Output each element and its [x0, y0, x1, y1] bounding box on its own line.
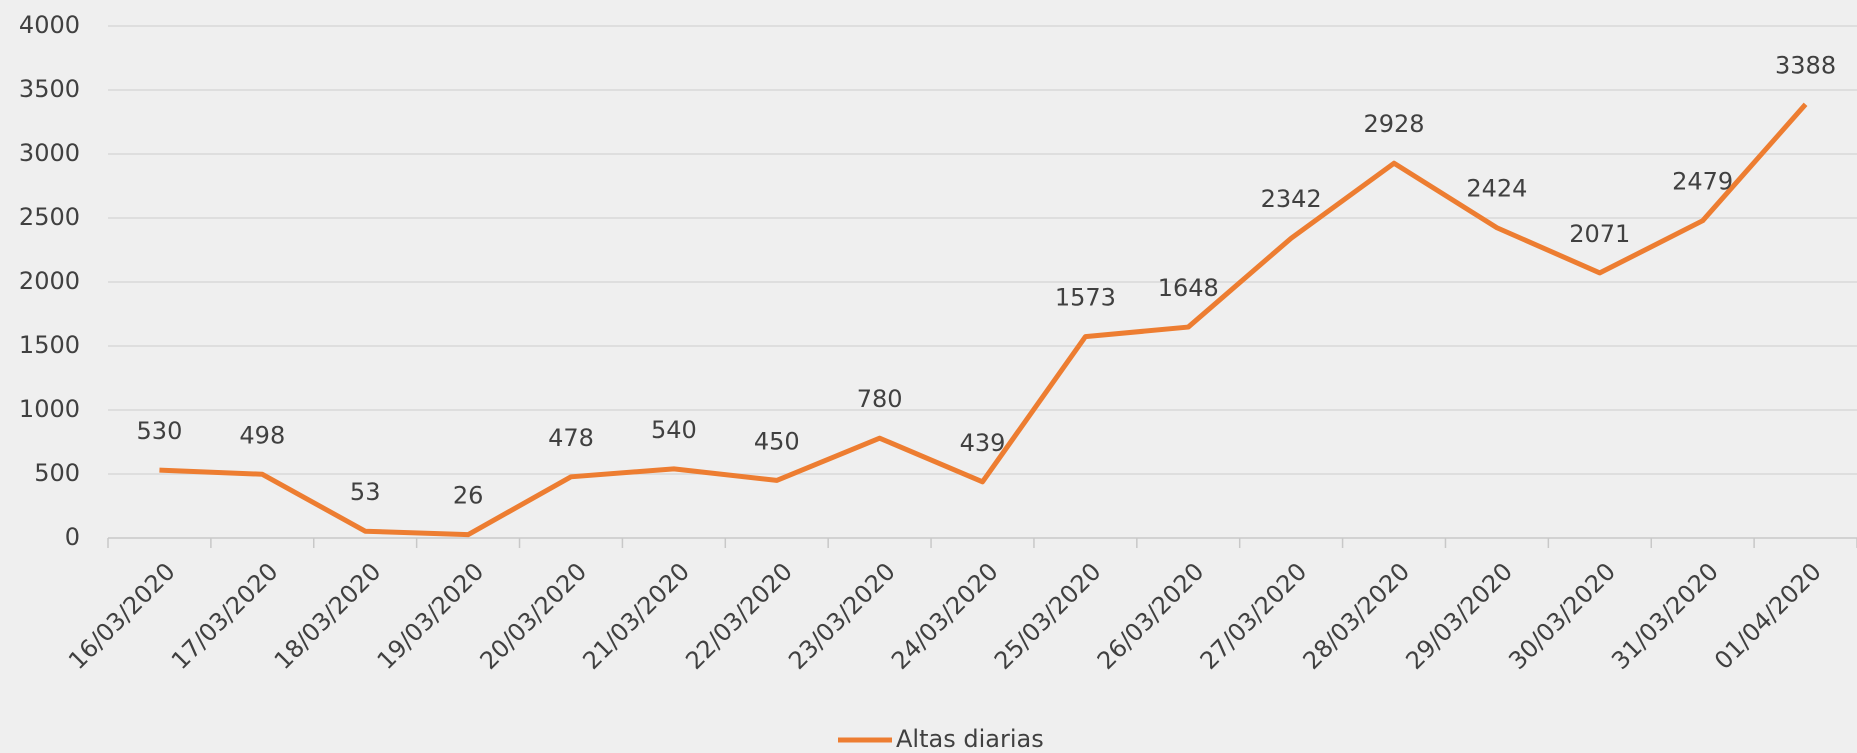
y-tick-label: 1000	[19, 395, 80, 423]
y-tick-label: 0	[65, 523, 80, 551]
y-tick-label: 1500	[19, 331, 80, 359]
data-label: 2424	[1466, 175, 1527, 203]
y-tick-label: 4000	[19, 11, 80, 39]
data-label: 498	[239, 421, 285, 449]
data-label: 530	[137, 417, 183, 445]
data-label: 540	[651, 416, 697, 444]
page: 0500100015002000250030003500400016/03/20…	[0, 0, 1857, 753]
data-label: 2071	[1569, 220, 1630, 248]
y-tick-label: 2000	[19, 267, 80, 295]
data-label: 450	[754, 427, 800, 455]
data-label: 1648	[1158, 274, 1219, 302]
y-tick-label: 2500	[19, 203, 80, 231]
legend-label: Altas diarias	[896, 725, 1044, 753]
data-label: 2342	[1261, 185, 1322, 213]
y-tick-label: 3500	[19, 75, 80, 103]
data-label: 2479	[1672, 168, 1733, 196]
y-tick-label: 500	[34, 459, 80, 487]
data-label: 439	[960, 429, 1006, 457]
data-label: 26	[453, 482, 484, 510]
data-label: 53	[350, 478, 381, 506]
chart: 0500100015002000250030003500400016/03/20…	[0, 0, 1857, 753]
data-label: 478	[548, 424, 594, 452]
data-label: 3388	[1775, 51, 1836, 79]
y-tick-label: 3000	[19, 139, 80, 167]
data-label: 2928	[1363, 110, 1424, 138]
data-label: 1573	[1055, 284, 1116, 312]
data-label: 780	[857, 385, 903, 413]
